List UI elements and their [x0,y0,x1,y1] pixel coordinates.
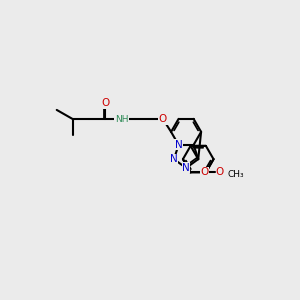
Text: O: O [216,167,224,177]
Text: CH₃: CH₃ [228,170,244,179]
Text: O: O [101,98,110,108]
Text: N: N [175,140,182,150]
Text: O: O [200,167,208,177]
Text: N: N [182,163,190,173]
Text: O: O [159,114,167,124]
Text: N: N [170,154,178,164]
Text: NH: NH [115,115,128,124]
